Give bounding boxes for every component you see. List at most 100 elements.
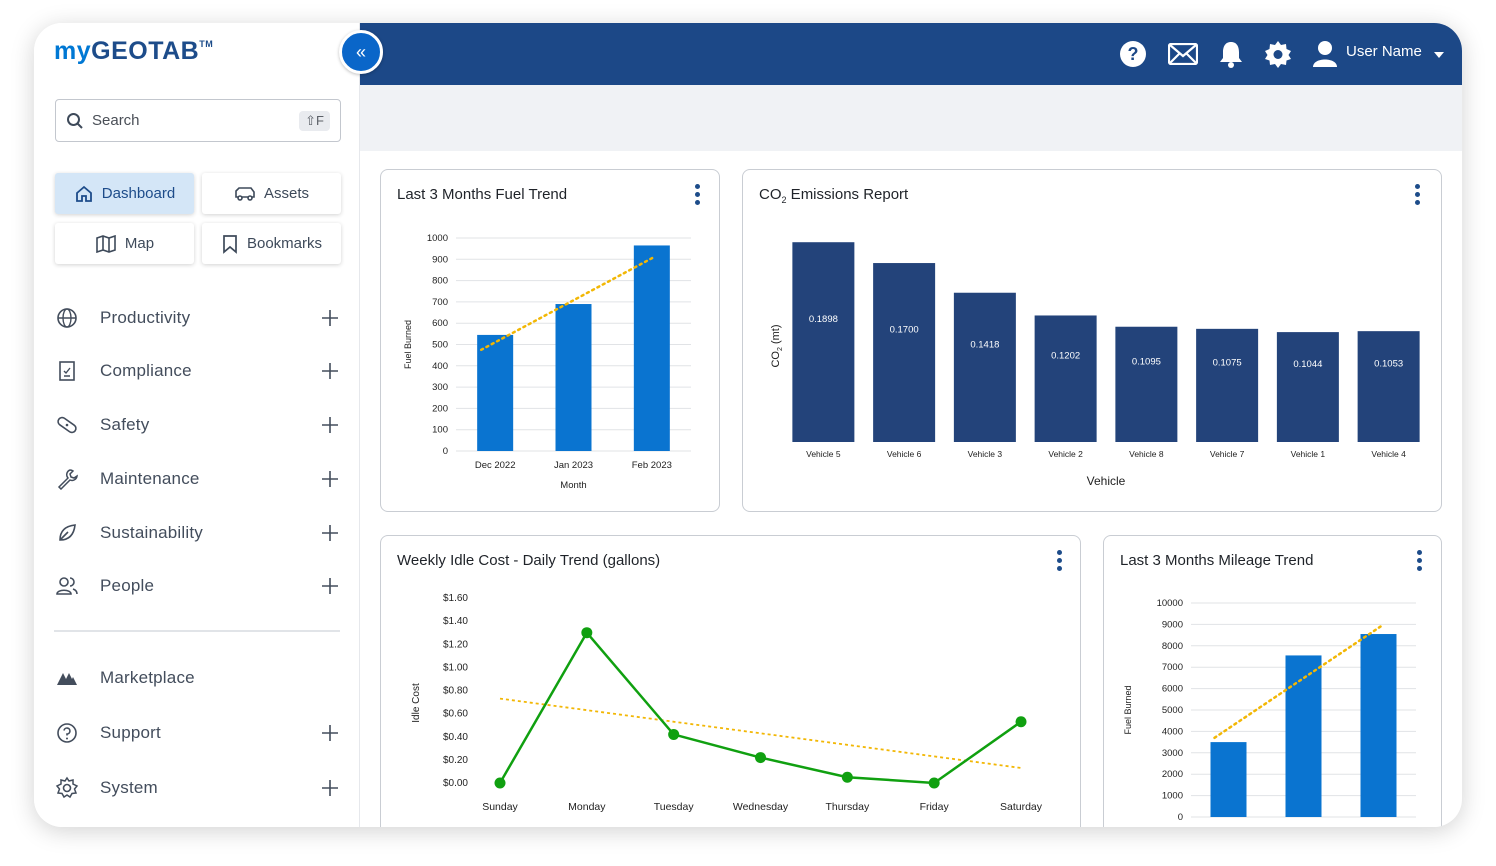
x-tick-label: Feb 2023 (632, 460, 672, 471)
map-button[interactable]: Map (55, 223, 194, 264)
bar (1360, 634, 1397, 817)
expand-icon[interactable] (320, 415, 340, 435)
bookmarks-button[interactable]: Bookmarks (202, 223, 341, 264)
y-tick-label: 900 (432, 254, 448, 265)
bookmarks-label: Bookmarks (246, 235, 323, 252)
bar (633, 245, 670, 451)
y-tick-label: $0.00 (443, 778, 468, 789)
assets-label: Assets (263, 185, 309, 202)
y-tick-label: 2000 (1162, 769, 1183, 780)
y-tick-label: $1.40 (443, 616, 468, 627)
data-point (494, 777, 506, 789)
globe-icon (54, 305, 80, 331)
clipboard-icon (54, 358, 80, 384)
co2-emissions-chart: 0.1898 Vehicle 5 0.1700 Vehicle 6 0.1418 Vehi… (770, 242, 1420, 488)
bar (1285, 655, 1322, 817)
y-tick-label: 500 (432, 340, 448, 351)
y-tick-label: 8000 (1162, 641, 1183, 652)
data-point (755, 752, 766, 764)
y-tick-label: 1000 (1162, 791, 1183, 802)
mail-icon[interactable] (1168, 39, 1198, 69)
x-tick-label: Vehicle 3 (968, 449, 1003, 459)
y-tick-label: 800 (432, 276, 448, 287)
sidebar-item-label: Productivity (100, 308, 191, 327)
data-label: 0.1700 (890, 325, 919, 336)
kebab-menu-icon[interactable] (691, 184, 703, 210)
y-tick-label: 300 (432, 382, 448, 393)
data-label: 0.1898 (809, 314, 838, 325)
y-tick-label: 0 (1178, 812, 1183, 823)
sidebar-item-sustainability[interactable]: Sustainability (54, 518, 340, 548)
sidebar-item-people[interactable]: People (54, 571, 340, 601)
x-axis-label: Month (560, 480, 586, 491)
help-icon[interactable]: ? (1118, 39, 1148, 69)
fuel-trend-card: Last 3 Months Fuel Trend 0 100 200 300 400 50… (380, 169, 720, 512)
assets-button[interactable]: Assets (202, 173, 341, 214)
dashboard-button[interactable]: Dashboard (55, 173, 194, 214)
y-tick-label: 100 (432, 425, 448, 436)
user-name-menu[interactable]: User Name (1346, 43, 1422, 60)
co2-emissions-card: CO2 Emissions Report 0.1898 Vehicle 5 0.17… (742, 169, 1442, 512)
bar (792, 242, 855, 442)
bar (1115, 326, 1178, 442)
x-tick-label: Friday (920, 801, 950, 813)
y-tick-label: $1.60 (443, 593, 468, 604)
y-tick-label: 7000 (1162, 662, 1183, 673)
card-title: Last 3 Months Mileage Trend (1120, 552, 1314, 569)
double-chevron-left-icon: « (355, 41, 366, 62)
collapse-sidebar-button[interactable]: « (339, 30, 383, 74)
expand-icon[interactable] (320, 361, 340, 381)
sidebar-item-system[interactable]: System (54, 773, 340, 803)
y-axis-label: Idle Cost (411, 683, 422, 723)
sidebar-item-marketplace[interactable]: Marketplace (54, 663, 340, 693)
search-placeholder: Search (92, 112, 140, 129)
data-point (841, 771, 853, 783)
bookmark-icon (223, 234, 237, 254)
sidebar-item-label: Maintenance (100, 469, 200, 488)
home-icon (75, 185, 92, 202)
chevron-down-icon[interactable] (1424, 40, 1454, 70)
marketplace-icon (54, 665, 80, 691)
sidebar-item-support[interactable]: Support (54, 718, 340, 748)
sidebar-item-safety[interactable]: Safety (54, 410, 340, 440)
data-label: 0.1095 (1132, 356, 1161, 367)
kebab-menu-icon[interactable] (1413, 550, 1425, 576)
bar (1276, 332, 1339, 442)
settings-gear-icon[interactable] (1263, 39, 1293, 69)
vehicle-icon (235, 186, 255, 201)
kebab-menu-icon[interactable] (1411, 184, 1423, 210)
expand-icon[interactable] (320, 308, 340, 328)
y-tick-label: 600 (432, 318, 448, 329)
user-avatar-icon[interactable] (1310, 39, 1340, 69)
people-icon (54, 573, 80, 599)
x-tick-label: Thursday (825, 801, 870, 813)
expand-icon[interactable] (320, 576, 340, 596)
search-input[interactable]: Search ⇧F (55, 99, 341, 142)
mygeotab-logo[interactable]: myGEOTABTM (54, 37, 214, 65)
sidebar-item-compliance[interactable]: Compliance (54, 356, 340, 386)
expand-icon[interactable] (320, 523, 340, 543)
kebab-menu-icon[interactable] (1053, 550, 1065, 576)
bar (1034, 315, 1097, 442)
expand-icon[interactable] (320, 723, 340, 743)
sidebar-item-label: Safety (100, 415, 150, 434)
bar (873, 263, 936, 442)
data-label: 0.1053 (1374, 359, 1403, 370)
data-point (1015, 716, 1027, 728)
y-tick-label: 0 (443, 446, 448, 457)
y-tick-label: 200 (432, 403, 448, 414)
sidebar-item-label: Sustainability (100, 523, 203, 542)
search-shortcut-badge: ⇧F (299, 110, 330, 131)
expand-icon[interactable] (320, 778, 340, 798)
expand-icon[interactable] (320, 469, 340, 489)
x-tick-label: Vehicle 1 (1291, 449, 1326, 459)
sidebar-item-label: Compliance (100, 361, 192, 380)
card-title: Weekly Idle Cost - Daily Trend (gallons) (397, 552, 661, 569)
sidebar-item-productivity[interactable]: Productivity (54, 303, 340, 333)
sidebar-item-maintenance[interactable]: Maintenance (54, 464, 340, 494)
bell-icon[interactable] (1216, 39, 1246, 69)
y-tick-label: $0.40 (443, 732, 468, 743)
sidebar: myGEOTABTM Search ⇧F Dashboard Assets Ma… (34, 23, 360, 827)
y-tick-label: $1.20 (443, 639, 468, 650)
x-tick-label: Vehicle 6 (887, 449, 922, 459)
